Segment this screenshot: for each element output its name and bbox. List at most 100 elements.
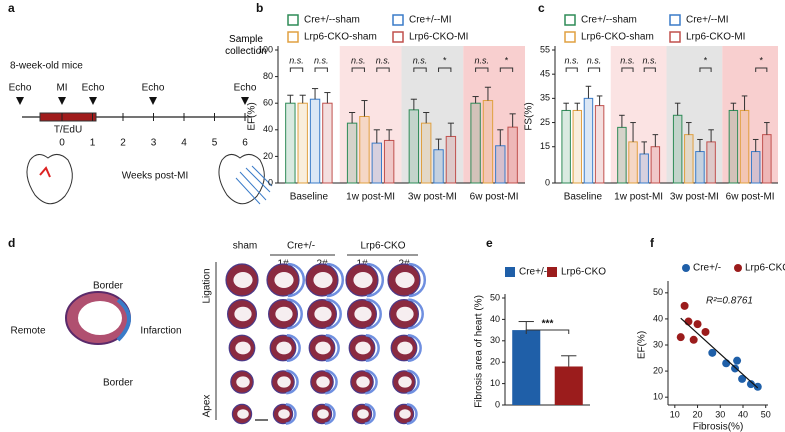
week-label: 5 — [212, 138, 218, 149]
bar — [421, 122, 432, 184]
point — [693, 320, 702, 329]
panel-label: f — [650, 236, 655, 250]
treatment-bar — [39, 112, 97, 122]
week-label: 2 — [120, 138, 126, 149]
week-label: 4 — [181, 138, 187, 149]
legend-swatch — [287, 31, 299, 43]
infarct — [408, 262, 427, 298]
bar — [617, 126, 627, 184]
y-tick-label: 30 — [490, 335, 500, 345]
legend-label: Lrp6-CKO-MI — [686, 32, 745, 43]
legend-label: Lrp6-CKO — [561, 267, 606, 278]
legend-swatch — [669, 14, 681, 26]
section-lumen — [397, 341, 413, 355]
y-tick-label: 20 — [653, 365, 663, 375]
section-lumen — [353, 272, 373, 288]
bar — [371, 142, 382, 184]
column-label: Cre+/- — [287, 241, 315, 252]
significance-label: *** — [542, 319, 554, 330]
infarct — [326, 262, 345, 298]
significance-label: n.s. — [564, 55, 579, 65]
legend-swatch — [547, 267, 557, 277]
y-tick-label: 25 — [540, 117, 550, 127]
significance-bracket — [314, 67, 328, 72]
y-tick-label: 100 — [258, 44, 273, 54]
bar — [583, 97, 594, 184]
section-lumen — [277, 376, 291, 388]
significance-label: n.s. — [376, 55, 391, 65]
legend-swatch — [564, 31, 576, 43]
point — [708, 348, 717, 357]
schematic-label: Remote — [10, 326, 45, 337]
section-lumen — [313, 272, 333, 288]
bar — [762, 134, 772, 184]
significance-label: n.s. — [413, 55, 428, 65]
significance-bracket — [438, 67, 452, 72]
point — [733, 356, 742, 365]
significance-bracket — [525, 329, 570, 334]
y-axis-label: Fibrosis area of heart (%) — [474, 295, 485, 408]
legend-label: Lrp6-CKO-sham — [581, 32, 654, 43]
band-background — [339, 46, 402, 183]
legend-label: Lrp6-CKO — [745, 263, 785, 274]
legend-label: Cre+/--sham — [304, 15, 360, 26]
timeline-title: 8-week-old mice — [10, 61, 83, 72]
histology-grid — [225, 262, 427, 425]
significance-label: * — [505, 55, 509, 65]
infarct — [407, 333, 422, 363]
bar — [561, 109, 571, 184]
y-tick-label: 20 — [490, 357, 500, 367]
legend-swatch — [392, 14, 404, 26]
column-label: sham — [233, 241, 257, 252]
section-lumen — [236, 376, 250, 388]
band-background — [463, 46, 525, 183]
bar — [482, 100, 494, 184]
schematic-label: Infarction — [140, 326, 181, 337]
y-tick-label: 0 — [495, 399, 500, 409]
y-tick-label: 55 — [540, 44, 550, 54]
y-axis-label: EF(%) — [637, 331, 648, 359]
section-lumen — [276, 341, 292, 355]
point — [684, 317, 693, 326]
band-background — [401, 46, 464, 183]
bar — [408, 109, 420, 184]
y-tick-label: 30 — [653, 339, 663, 349]
legend-marker — [734, 264, 742, 272]
x-tick-label: 1w post-MI — [614, 192, 663, 203]
event-label: Echo — [234, 83, 257, 94]
treatment-label: T/EdU — [54, 125, 82, 136]
y-tick-label: 50 — [653, 287, 663, 297]
infarct — [324, 403, 336, 425]
y-axis-label: FS(%) — [524, 102, 535, 130]
week-label: 6 — [242, 138, 248, 149]
section-lumen — [398, 376, 412, 388]
event-label: Sample collection — [225, 34, 267, 57]
bar — [750, 151, 761, 184]
infarct — [326, 298, 342, 330]
legend-swatch — [505, 267, 515, 277]
heart-icon — [26, 154, 273, 205]
bar — [672, 114, 683, 184]
legend-label: Cre+/--MI — [686, 15, 729, 26]
bar — [495, 145, 506, 184]
infarct — [366, 298, 382, 330]
event-label: Echo — [142, 83, 165, 94]
bar — [507, 126, 518, 184]
section-lumen — [235, 341, 251, 355]
infarct — [406, 403, 418, 425]
section-lumen — [357, 409, 369, 419]
significance-label: n.s. — [314, 55, 329, 65]
infarct — [325, 369, 338, 395]
bar — [285, 102, 296, 184]
band-background — [278, 46, 340, 183]
section-lumen — [234, 306, 252, 322]
bar — [728, 109, 739, 184]
x-tick-label: 1w post-MI — [346, 192, 395, 203]
schematic-label: Border — [93, 281, 124, 292]
panel-label: e — [486, 236, 493, 250]
bar — [470, 102, 481, 184]
point — [689, 335, 698, 344]
schematic-label: Border — [103, 378, 134, 389]
point — [738, 374, 747, 383]
